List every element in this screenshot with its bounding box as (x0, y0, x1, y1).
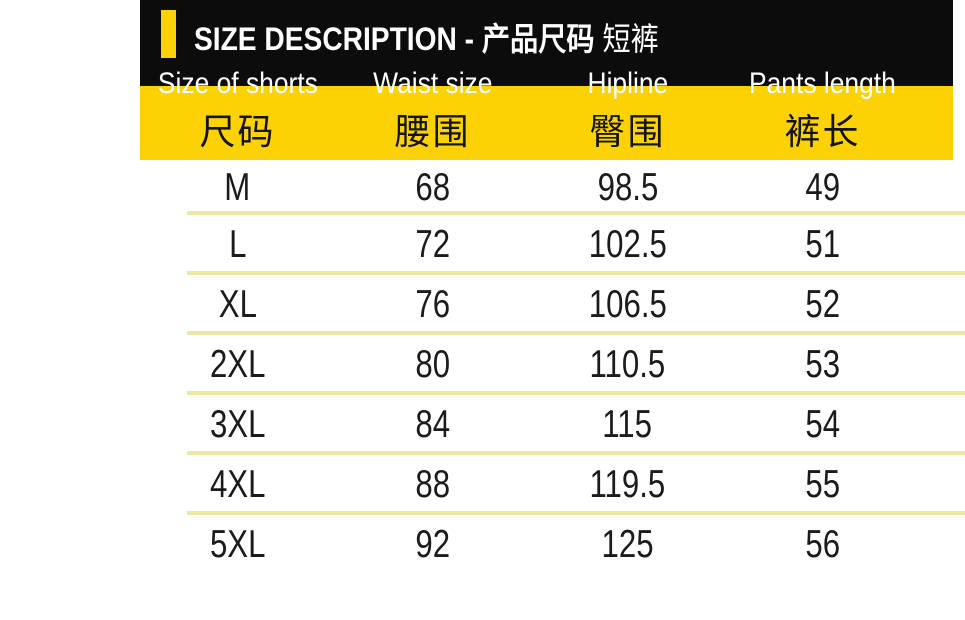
col-header-hip-cn: 臀围 (589, 111, 666, 152)
title-suffix: 短裤 (602, 21, 659, 57)
column-headers-english: Size of shorts Waist size Hipline Pants … (140, 63, 920, 105)
table-row: L 72 102.5 51 (0, 215, 965, 275)
size-table-body: M 68 98.5 49 L 72 102.5 51 XL 76 106.5 5… (0, 160, 965, 575)
header-band (140, 86, 953, 160)
cell-size: XL (218, 283, 257, 326)
column-headers-chinese: 尺码 腰围 臀围 裤长 (140, 103, 920, 153)
col-header-length-en: Pants length (749, 67, 896, 100)
cell-size: L (228, 223, 247, 266)
cell-size: 3XL (209, 403, 266, 446)
cell-length: 56 (805, 523, 840, 566)
cell-length: 49 (805, 165, 840, 209)
title-main: SIZE DESCRIPTION - 产品尺码 (194, 21, 595, 57)
col-header-size-cn: 尺码 (199, 111, 276, 152)
cell-size: M (224, 165, 251, 209)
col-header-waist-cn: 腰围 (394, 111, 471, 152)
table-row: 2XL 80 110.5 53 (0, 335, 965, 395)
table-row: XL 76 106.5 52 (0, 275, 965, 335)
cell-waist: 80 (415, 343, 450, 386)
cell-hip: 115 (602, 403, 653, 446)
cell-hip: 119.5 (589, 463, 666, 506)
cell-size: 4XL (209, 463, 266, 506)
cell-size: 5XL (209, 523, 266, 566)
table-row: M 68 98.5 49 (0, 160, 965, 215)
cell-size: 2XL (209, 343, 266, 386)
cell-length: 52 (805, 283, 840, 326)
cell-hip: 98.5 (597, 165, 658, 209)
cell-waist: 88 (415, 463, 450, 506)
page-title-text: SIZE DESCRIPTION - 产品尺码 短裤 (194, 14, 659, 60)
col-header-waist-en: Waist size (372, 67, 493, 100)
page-title: SIZE DESCRIPTION - 产品尺码 短裤 (194, 0, 722, 74)
table-row: 5XL 92 125 56 (0, 515, 965, 575)
cell-length: 54 (805, 403, 840, 446)
cell-waist: 68 (415, 165, 450, 209)
cell-waist: 84 (415, 403, 450, 446)
cell-hip: 106.5 (588, 283, 667, 326)
cell-hip: 125 (601, 523, 654, 566)
cell-hip: 110.5 (589, 343, 666, 386)
cell-length: 51 (805, 223, 840, 266)
cell-length: 55 (805, 463, 840, 506)
accent-bar (161, 10, 176, 58)
cell-waist: 76 (415, 283, 450, 326)
col-header-hip-en: Hipline (587, 67, 668, 100)
col-header-length-cn: 裤长 (784, 111, 861, 152)
cell-length: 53 (805, 343, 840, 386)
table-row: 4XL 88 119.5 55 (0, 455, 965, 515)
title-bar: SIZE DESCRIPTION - 产品尺码 短裤 (140, 0, 953, 86)
cell-hip: 102.5 (588, 223, 667, 266)
table-row: 3XL 84 115 54 (0, 395, 965, 455)
cell-waist: 72 (415, 223, 450, 266)
col-header-size-en: Size of shorts (157, 67, 318, 100)
cell-waist: 92 (415, 523, 450, 566)
